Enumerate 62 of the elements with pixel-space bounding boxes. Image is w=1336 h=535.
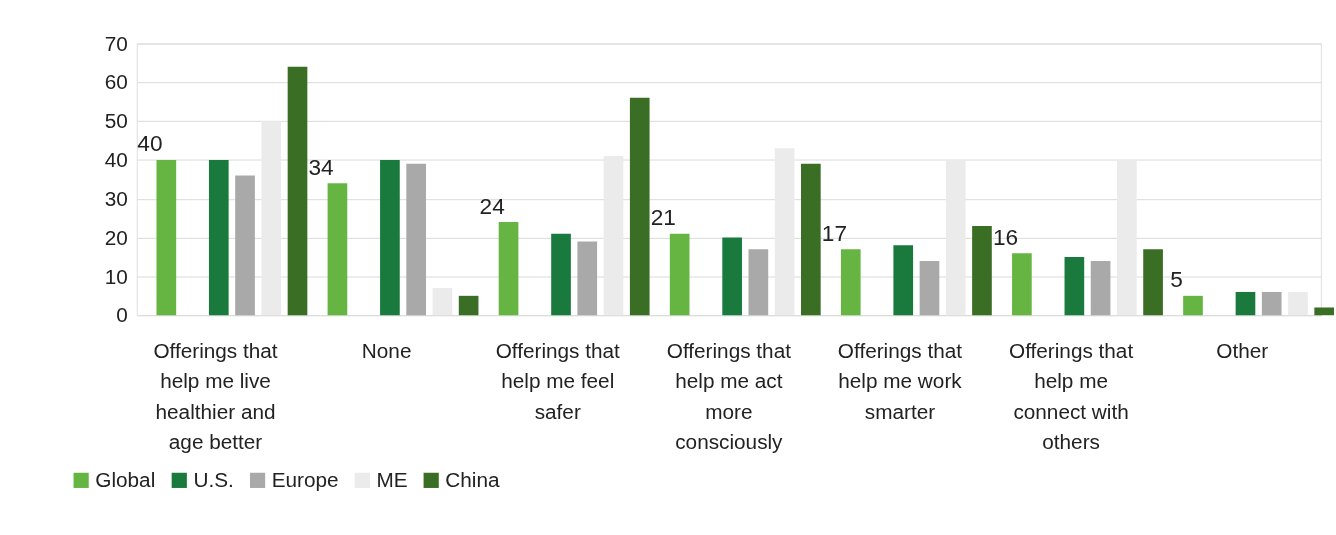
bar (1117, 159, 1137, 316)
y-tick-label: 60 (104, 70, 128, 94)
bar (1143, 249, 1163, 316)
bar (551, 233, 571, 316)
legend-label: ME (376, 467, 408, 491)
legend-label: U.S. (193, 467, 234, 491)
bar (1183, 295, 1203, 316)
x-tick-label: Offerings that help me act more consciously (666, 339, 792, 453)
x-tick-label: Offerings that help me work smarter (837, 339, 963, 423)
bar (156, 159, 177, 316)
bar (722, 237, 742, 316)
bar (1235, 291, 1256, 316)
bar (432, 288, 453, 316)
y-tick-label: 20 (104, 225, 128, 249)
x-tick-label: Other (1216, 339, 1269, 363)
bar (1261, 291, 1282, 316)
bar (945, 159, 966, 316)
data-label: 5 (1170, 267, 1183, 293)
data-label: 34 (308, 154, 334, 180)
bar (774, 148, 795, 316)
legend-label: China (445, 467, 501, 491)
bar (1314, 307, 1335, 316)
bar (327, 183, 348, 316)
y-tick-label: 50 (104, 109, 128, 133)
bar (458, 295, 479, 316)
bar (1288, 291, 1308, 316)
bar (498, 222, 519, 316)
bar (261, 121, 282, 316)
bar (669, 233, 690, 316)
bar (629, 97, 650, 316)
bar (406, 163, 426, 316)
y-tick-label: 30 (104, 186, 128, 210)
y-tick-label: 0 (116, 303, 128, 327)
data-label: 40 (137, 131, 163, 157)
bar (1064, 257, 1085, 316)
bar (1090, 260, 1111, 316)
bar (380, 159, 400, 316)
y-tick-label: 10 (104, 264, 128, 288)
data-label: 17 (821, 220, 847, 246)
data-label: 24 (479, 193, 505, 219)
x-tick-label: Offerings that help me connect with others (1008, 339, 1134, 453)
bar (235, 175, 255, 316)
bar (748, 249, 769, 316)
bar (603, 156, 624, 316)
legend-label: Europe (271, 467, 339, 491)
bar (1012, 253, 1032, 316)
legend-label: Global (95, 467, 156, 491)
y-tick-label: 70 (104, 31, 128, 55)
bar (577, 241, 598, 316)
bar (287, 66, 308, 316)
bar (919, 260, 940, 316)
x-tick-label: None (361, 339, 412, 363)
y-tick-label: 40 (104, 148, 128, 172)
bar (208, 159, 229, 316)
x-tick-label: Offerings that help me live healthier and age better (153, 339, 278, 453)
bar (840, 249, 861, 316)
bar (972, 225, 992, 316)
data-label: 16 (992, 224, 1019, 250)
bar (801, 163, 821, 316)
x-tick-label: Offerings that help me feel safer (495, 339, 621, 423)
data-label: 21 (650, 205, 676, 231)
bar (893, 245, 914, 316)
